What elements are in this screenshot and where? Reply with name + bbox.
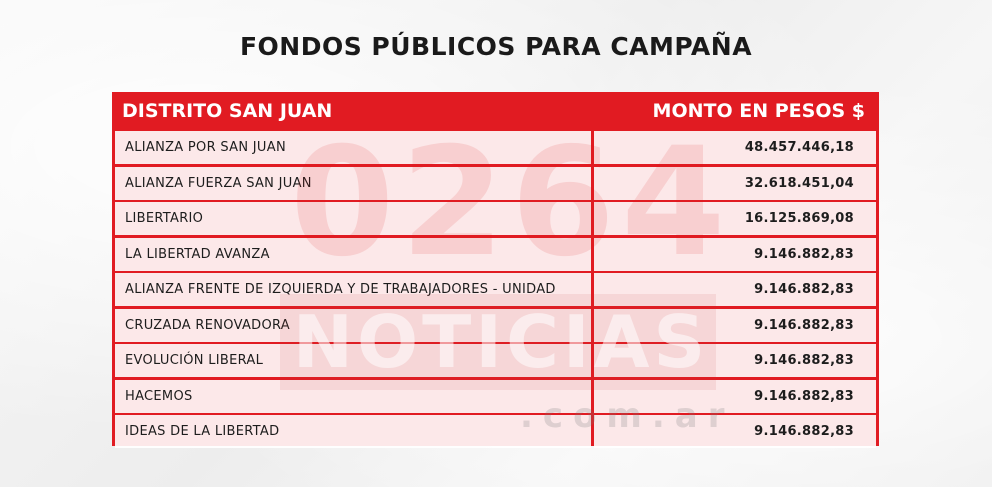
table-row: EVOLUCIÓN LIBERAL 9.146.882,83 [115, 344, 876, 377]
party-name: LA LIBERTAD AVANZA [115, 237, 591, 271]
party-name: EVOLUCIÓN LIBERAL [115, 344, 591, 377]
table-row: IDEAS DE LA LIBERTAD 9.146.882,83 [115, 415, 876, 448]
party-name: IDEAS DE LA LIBERTAD [115, 415, 591, 448]
table-body: ALIANZA POR SAN JUAN 48.457.446,18 ALIAN… [115, 131, 876, 451]
table-row: LIBERTARIO 16.125.869,08 [115, 202, 876, 235]
party-amount: 9.146.882,83 [593, 379, 876, 413]
party-name: ALIANZA FUERZA SAN JUAN [115, 166, 591, 200]
party-name: ALIANZA FRENTE DE IZQUIERDA Y DE TRABAJA… [115, 273, 591, 306]
party-amount: 9.146.882,83 [593, 237, 876, 271]
page-title: FONDOS PÚBLICOS PARA CAMPAÑA [239, 32, 753, 61]
table-header: DISTRITO SAN JUAN MONTO EN PESOS $ [112, 92, 879, 129]
table-row: ALIANZA POR SAN JUAN 48.457.446,18 [115, 131, 876, 164]
header-amount: MONTO EN PESOS $ [652, 100, 865, 122]
party-amount: 9.146.882,83 [593, 308, 876, 342]
funds-table: DISTRITO SAN JUAN MONTO EN PESOS $ ALIAN… [112, 92, 879, 448]
party-amount: 48.457.446,18 [593, 131, 876, 164]
party-amount: 16.125.869,08 [593, 202, 876, 235]
party-name: LIBERTARIO [115, 202, 591, 235]
table-row: HACEMOS 9.146.882,83 [115, 379, 876, 413]
party-name: HACEMOS [115, 379, 591, 413]
table-row: CRUZADA RENOVADORA 9.146.882,83 [115, 308, 876, 342]
party-name: CRUZADA RENOVADORA [115, 308, 591, 342]
table-row: ALIANZA FUERZA SAN JUAN 32.618.451,04 [115, 166, 876, 200]
party-name: ALIANZA POR SAN JUAN [115, 131, 591, 164]
party-amount: 9.146.882,83 [593, 415, 876, 448]
party-amount: 32.618.451,04 [593, 166, 876, 200]
header-district: DISTRITO SAN JUAN [122, 100, 333, 122]
party-amount: 9.146.882,83 [593, 344, 876, 377]
table-row: LA LIBERTAD AVANZA 9.146.882,83 [115, 237, 876, 271]
table-row: ALIANZA FRENTE DE IZQUIERDA Y DE TRABAJA… [115, 273, 876, 306]
party-amount: 9.146.882,83 [593, 273, 876, 306]
